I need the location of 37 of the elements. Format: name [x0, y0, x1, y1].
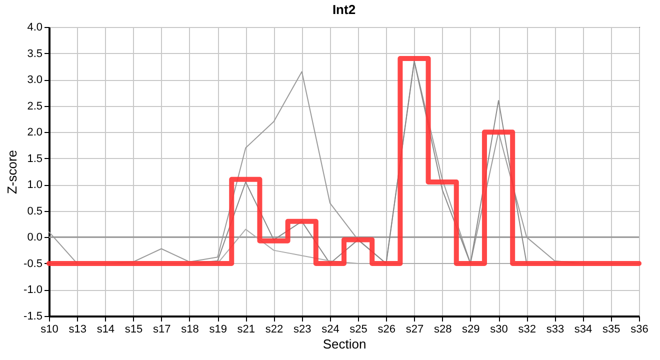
x-tick-label: s35: [602, 324, 620, 336]
y-tick-label: 3.0: [27, 74, 42, 86]
x-tick-label: s33: [546, 324, 564, 336]
y-tick-label: 2.5: [27, 100, 42, 112]
x-tick-label: s21: [237, 324, 256, 336]
x-tick-label: s28: [434, 324, 452, 336]
x-axis-title: Section: [322, 336, 366, 352]
x-tick-label: s13: [68, 324, 86, 336]
y-tick-label: 2.0: [27, 126, 42, 139]
y-axis-title: Z-score: [4, 150, 20, 194]
x-tick-label: s36: [630, 324, 648, 336]
y-tick-label: 4.0: [27, 22, 42, 34]
y-tick-label: -0.5: [24, 258, 42, 270]
y-tick-label: 3.5: [27, 48, 42, 60]
x-tick-label: s27: [406, 324, 424, 336]
chart-title: Int2: [332, 2, 356, 17]
y-tick-label: 1.5: [27, 152, 42, 165]
y-tick-label: 1.0: [27, 179, 42, 192]
x-tick-label: s29: [462, 324, 480, 336]
x-tick-label: s17: [153, 324, 171, 336]
x-tick-label: s10: [40, 324, 58, 336]
y-tick-label: -1.0: [24, 284, 42, 296]
y-tick-label: 0.5: [27, 205, 42, 218]
x-tick-label: s19: [209, 324, 227, 336]
x-tick-label: s18: [181, 324, 199, 336]
x-tick-label: s23: [293, 324, 312, 336]
x-tick-label: s14: [96, 324, 115, 336]
x-tick-label: s22: [265, 324, 284, 336]
y-tick-label: 0.0: [27, 232, 42, 244]
y-tick-label: -1.5: [24, 310, 42, 322]
x-tick-label: s34: [574, 324, 592, 336]
x-tick-label: s30: [490, 324, 508, 336]
x-tick-label: s26: [378, 324, 396, 336]
x-tick-label: s15: [124, 324, 143, 336]
x-tick-label: s24: [322, 324, 340, 336]
x-tick-label: s25: [350, 324, 368, 336]
x-tick-label: s32: [518, 324, 536, 336]
